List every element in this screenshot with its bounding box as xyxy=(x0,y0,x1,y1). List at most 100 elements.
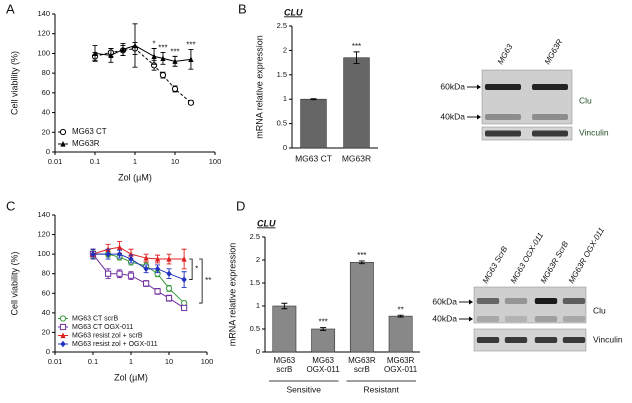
x-tick-label: scrB xyxy=(354,365,370,374)
legend-label: MG63 resist zol + scrB xyxy=(72,332,143,339)
blot-band xyxy=(504,316,528,322)
legend-marker xyxy=(60,340,66,348)
x-tick-label: 0.1 xyxy=(88,357,98,366)
marker xyxy=(151,53,157,59)
marker xyxy=(181,304,188,312)
y-tick-label: 2 xyxy=(283,45,287,54)
y-tick-label: 140 xyxy=(37,9,50,18)
bar xyxy=(343,57,370,149)
blot-band xyxy=(532,84,568,90)
significance: *** xyxy=(186,41,195,50)
legend-label: MG63 CT OGX-011 xyxy=(72,324,133,331)
marker xyxy=(92,50,98,57)
size-marker: 40kDa xyxy=(432,313,457,323)
x-tick-label: 1 xyxy=(133,157,137,166)
panel-label: B xyxy=(238,1,247,16)
size-marker: 60kDa xyxy=(440,81,465,91)
legend-marker xyxy=(60,332,66,339)
marker xyxy=(159,72,167,79)
y-axis-label: mRNA relative expression xyxy=(227,243,237,347)
blot-band xyxy=(532,114,568,120)
y-tick-label: 1 xyxy=(283,94,287,103)
y-tick-label: 0.5 xyxy=(250,324,260,333)
y-tick-label: 2.5 xyxy=(250,232,260,241)
marker xyxy=(132,42,138,49)
x-tick-label: 0.01 xyxy=(48,357,63,366)
marker xyxy=(154,255,161,262)
y-tick-label: 20 xyxy=(42,327,50,336)
marker xyxy=(105,270,112,277)
y-tick-label: 120 xyxy=(37,230,50,239)
y-tick-label: 60 xyxy=(42,88,50,97)
x-tick-label: MG63 xyxy=(312,356,334,365)
blot-band xyxy=(476,298,500,304)
marker xyxy=(108,52,114,58)
annotation: * xyxy=(195,264,198,273)
marker xyxy=(116,244,123,250)
protein-label: Vinculin xyxy=(593,334,623,344)
marker xyxy=(127,272,135,279)
x-tick-label: 100 xyxy=(209,157,222,166)
y-tick-label: 120 xyxy=(37,29,50,38)
blot-band xyxy=(534,337,558,343)
x-axis-label: Zol (µM) xyxy=(118,172,152,182)
x-tick-label: 1 xyxy=(129,357,133,366)
legend-label: MG63 resist zol + OGX-011 xyxy=(72,341,158,348)
marker xyxy=(181,276,187,283)
y-tick-label: 1 xyxy=(256,301,260,310)
y-axis-label: Cell viability (%) xyxy=(9,51,19,115)
marker xyxy=(143,254,149,261)
error-bar xyxy=(320,327,327,331)
marker xyxy=(172,58,178,64)
x-tick-label: 10 xyxy=(165,357,173,366)
protein-label: Vinculin xyxy=(579,127,609,137)
blot-image xyxy=(473,286,587,324)
error-bar xyxy=(353,51,360,65)
panel-label: C xyxy=(6,198,15,213)
y-tick-label: 40 xyxy=(42,308,50,317)
y-tick-label: 80 xyxy=(42,269,50,278)
y-tick-label: 40 xyxy=(42,108,50,117)
marker xyxy=(128,255,134,263)
x-tick-label: MG63R xyxy=(348,356,376,365)
legend-marker xyxy=(59,128,67,136)
blot-band xyxy=(476,316,500,322)
x-tick-label: MG63R xyxy=(342,153,371,163)
bar xyxy=(388,315,413,353)
error-bar xyxy=(397,314,404,318)
bracket xyxy=(199,258,203,304)
legend-marker xyxy=(60,140,66,147)
x-tick-label: 0.1 xyxy=(90,157,100,166)
y-tick-label: 0 xyxy=(46,347,50,356)
marker xyxy=(143,280,150,287)
x-tick-label: OGX-011 xyxy=(307,365,341,374)
blot-band xyxy=(504,337,528,343)
bar xyxy=(300,98,327,149)
significance: *** xyxy=(357,251,366,260)
x-tick-label: MG63 CT xyxy=(295,153,332,163)
blot-band xyxy=(534,316,558,322)
y-tick-label: 140 xyxy=(37,210,50,219)
y-tick-label: 60 xyxy=(42,288,50,297)
panel-label: A xyxy=(6,1,15,16)
blot-band xyxy=(562,298,586,304)
y-tick-label: 100 xyxy=(37,249,50,258)
marker xyxy=(90,250,96,258)
marker xyxy=(116,270,123,277)
legend-label: MG63R xyxy=(72,139,100,148)
x-tick-label: 10 xyxy=(171,157,179,166)
size-marker: 60kDa xyxy=(432,296,457,306)
blot-band xyxy=(532,130,568,137)
blot-image xyxy=(481,126,573,141)
marker xyxy=(187,99,195,106)
x-tick-label: 0.01 xyxy=(48,157,63,166)
marker xyxy=(166,255,172,262)
marker xyxy=(181,255,187,262)
significance: *** xyxy=(352,42,361,51)
blot-image xyxy=(473,328,587,352)
blot-band xyxy=(562,316,586,322)
y-tick-label: 2.5 xyxy=(277,21,287,30)
marker xyxy=(171,85,179,93)
significance: *** xyxy=(158,44,167,53)
error-bar xyxy=(281,302,288,310)
